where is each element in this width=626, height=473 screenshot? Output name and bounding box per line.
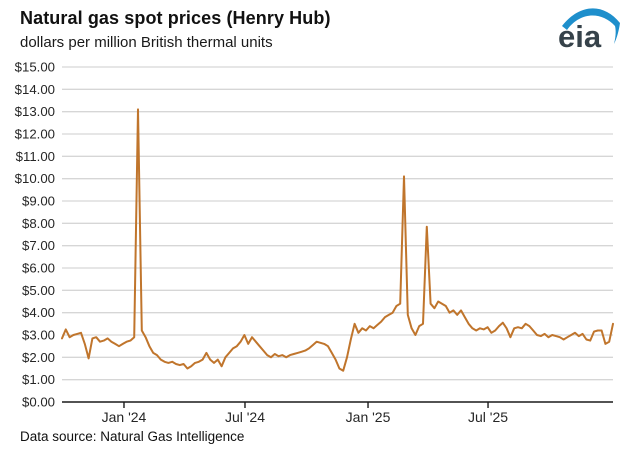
price-line (61, 108, 614, 372)
x-tick-label: Jan '24 (102, 409, 147, 425)
chart-subtitle: dollars per million British thermal unit… (20, 34, 273, 51)
x-tick-label: Jul '25 (468, 409, 508, 425)
y-tick-label: $11.00 (16, 149, 55, 164)
data-source-note: Data source: Natural Gas Intelligence (20, 429, 245, 444)
y-tick-label: $13.00 (15, 104, 55, 119)
y-tick-label: $10.00 (15, 171, 55, 186)
y-tick-label: $8.00 (22, 216, 55, 231)
y-tick-label: $1.00 (22, 372, 55, 387)
y-tick-label: $0.00 (22, 395, 55, 410)
y-tick-label: $14.00 (15, 82, 55, 97)
eia-logo: eia (558, 8, 620, 54)
logo-text: eia (558, 19, 602, 54)
x-tick-label: Jan '25 (346, 409, 391, 425)
x-tick-label: Jul '24 (225, 409, 265, 425)
y-tick-label: $6.00 (22, 261, 55, 276)
y-tick-label: $12.00 (15, 127, 55, 142)
logo-swoosh-icon (562, 8, 620, 44)
y-tick-label: $7.00 (22, 238, 55, 253)
chart-title: Natural gas spot prices (Henry Hub) (20, 8, 331, 28)
y-tick-label: $9.00 (22, 194, 55, 209)
y-tick-label: $3.00 (22, 328, 55, 343)
y-tick-label: $5.00 (22, 283, 55, 298)
y-tick-label: $4.00 (22, 305, 55, 320)
y-tick-label: $2.00 (22, 350, 55, 365)
y-tick-label: $15.00 (15, 60, 55, 75)
